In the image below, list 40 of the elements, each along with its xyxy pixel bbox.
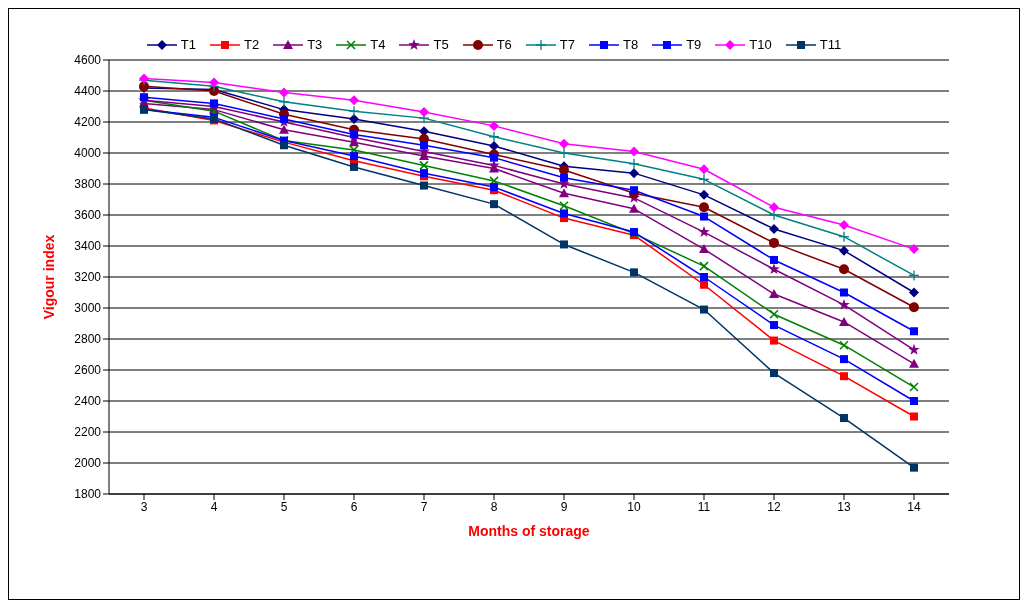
- x-tick-label: 11: [697, 499, 711, 514]
- y-tick-label: 2800: [74, 332, 102, 347]
- y-tick-label: 4400: [74, 84, 102, 99]
- x-tick-label: 13: [837, 499, 851, 514]
- y-tick-label: 3200: [74, 270, 102, 285]
- x-tick-label: 3: [140, 499, 148, 514]
- y-tick-label: 4000: [74, 146, 102, 161]
- y-tick-label: 1800: [74, 487, 102, 502]
- y-axis-title: Vigour index: [40, 234, 57, 320]
- x-tick-label: 4: [210, 499, 218, 514]
- x-tick-label: 5: [280, 499, 288, 514]
- legend-label: T2: [243, 37, 260, 52]
- x-axis-title: Months of storage: [468, 523, 590, 539]
- y-tick-label: 4600: [74, 53, 102, 68]
- y-tick-label: 3800: [74, 177, 102, 192]
- y-tick-label: 4200: [74, 115, 102, 130]
- x-tick-label: 7: [420, 499, 428, 514]
- y-tick-label: 2200: [74, 425, 102, 440]
- legend-label: T9: [686, 37, 702, 52]
- legend-label: T11: [819, 37, 842, 52]
- y-tick-label: 3600: [74, 208, 102, 223]
- legend-label: T1: [180, 37, 196, 52]
- legend-label: T8: [623, 37, 639, 52]
- x-tick-label: 8: [490, 499, 498, 514]
- legend-label: T7: [559, 37, 575, 52]
- x-tick-label: 14: [907, 499, 921, 514]
- legend-label: T4: [370, 37, 386, 52]
- y-tick-label: 2000: [74, 456, 102, 471]
- x-tick-label: 6: [350, 499, 358, 514]
- x-tick-label: 9: [560, 499, 568, 514]
- y-tick-label: 3400: [74, 239, 102, 254]
- y-tick-label: 2400: [74, 394, 102, 409]
- x-tick-label: 10: [627, 499, 641, 514]
- legend-label: T6: [496, 37, 512, 52]
- legend-label: T3: [307, 37, 323, 52]
- x-tick-label: 12: [767, 499, 781, 514]
- legend-label: T10: [749, 37, 772, 52]
- y-tick-label: 2600: [74, 363, 102, 378]
- legend-label: T5: [433, 37, 449, 52]
- y-tick-label: 3000: [74, 301, 102, 316]
